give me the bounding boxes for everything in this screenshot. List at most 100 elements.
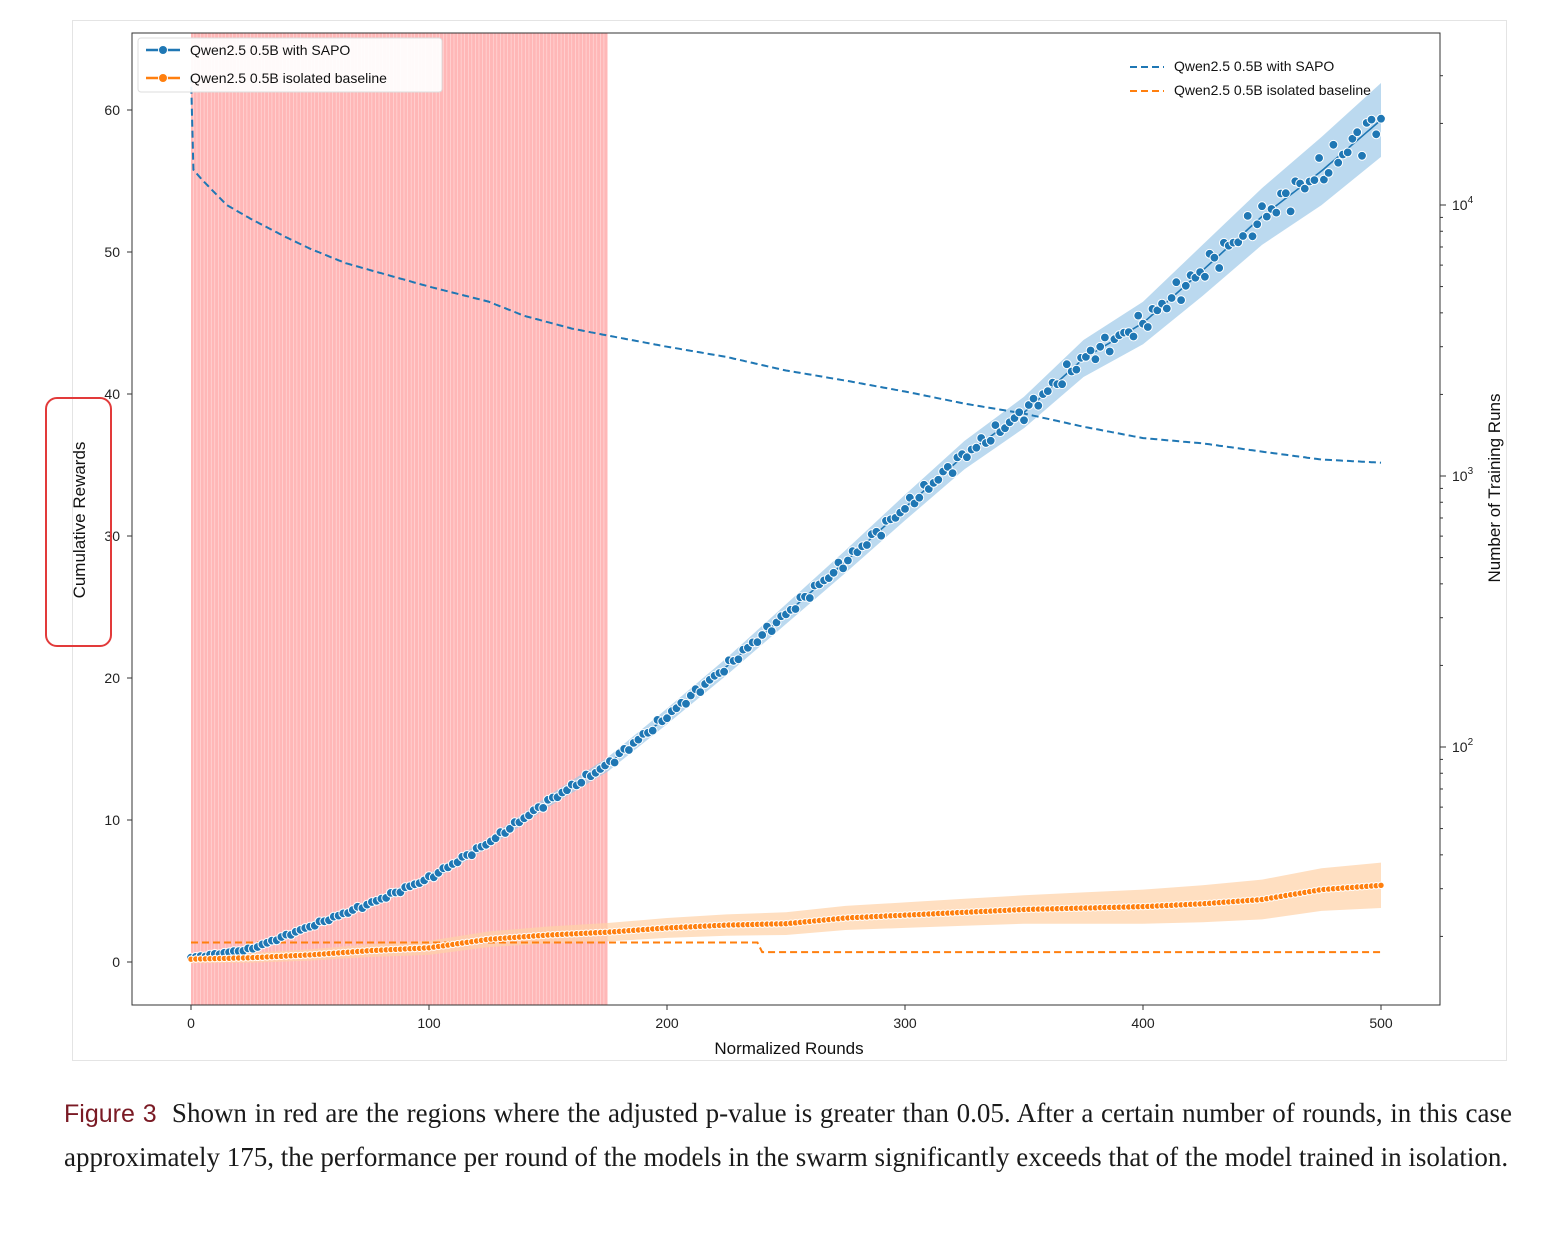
data-point-sapo (1061, 359, 1072, 370)
x-tick-label: 100 (417, 1015, 441, 1031)
data-point-sapo (900, 504, 910, 514)
data-point-sapo (647, 725, 658, 736)
data-point-sapo (1090, 354, 1101, 365)
x-tick-label: 0 (187, 1015, 195, 1031)
data-point-sapo (1209, 252, 1220, 263)
y-right-axis-label: Number of Training Runs (1485, 394, 1504, 583)
data-point-sapo (1347, 133, 1358, 144)
x-tick-label: 300 (893, 1015, 917, 1031)
series-line-baseline-training-runs (191, 941, 1381, 954)
data-point-sapo (505, 823, 515, 834)
data-point-sapo (1247, 231, 1258, 242)
data-point-sapo (1280, 188, 1291, 199)
data-point-sapo (662, 713, 672, 724)
data-point-sapo (733, 654, 744, 665)
data-point-sapo (1261, 211, 1272, 222)
data-point-sapo (828, 567, 839, 578)
data-point-sapo (1100, 332, 1110, 343)
figure-frame (72, 20, 1507, 1061)
data-point-sapo (1095, 341, 1106, 352)
data-point-sapo (1371, 129, 1382, 140)
tick-labels: 0 100 200 300 400 500 0 10 20 30 40 50 60 102 103 104 (104, 102, 1473, 1031)
caption-label: Figure 3 (64, 1100, 157, 1128)
x-tick-label: 200 (655, 1015, 679, 1031)
data-point-sapo (1314, 153, 1324, 163)
y-left-tick-label: 10 (104, 812, 120, 828)
data-point-sapo (1352, 127, 1363, 138)
data-point-baseline (1377, 881, 1385, 889)
data-point-sapo (466, 850, 477, 861)
data-point-sapo (1328, 139, 1339, 150)
data-point-sapo (695, 687, 706, 697)
data-point-sapo (624, 745, 634, 755)
y-left-tick-label: 20 (104, 670, 120, 686)
data-point-sapo (1019, 415, 1029, 426)
data-point-sapo (1285, 206, 1296, 217)
data-point-sapo (1333, 157, 1344, 168)
legend-left-label-sapo: Qwen2.5 0.5B with SAPO (190, 42, 350, 58)
plot-frame (131, 32, 1441, 1006)
data-point-sapo (1376, 113, 1386, 124)
data-point-sapo (1323, 168, 1334, 178)
data-point-sapo (1319, 174, 1329, 185)
legend-right-label-baseline: Qwen2.5 0.5B isolated baseline (1174, 82, 1371, 98)
data-point-sapo (1085, 345, 1096, 356)
data-point-sapo (719, 666, 729, 677)
data-point-sapo (971, 442, 982, 453)
data-point-sapo (1180, 280, 1191, 291)
data-point-sapo (538, 803, 549, 813)
data-point-sapo (1176, 295, 1186, 306)
data-point-sapo (1366, 114, 1377, 125)
legend-left-swatch-marker-baseline (158, 73, 168, 83)
data-point-sapo (804, 593, 815, 603)
data-point-sapo (933, 474, 944, 485)
axis-label-highlight-box (45, 397, 112, 647)
data-point-sapo (1166, 293, 1177, 303)
y-right-tick-label: 104 (1452, 195, 1474, 213)
x-tick-label: 500 (1369, 1015, 1393, 1031)
data-point-sapo (1342, 147, 1353, 158)
data-point-sapo (914, 492, 925, 503)
caption-text: Shown in red are the regions where the a… (64, 1098, 1513, 1172)
data-point-sapo (609, 757, 620, 768)
data-point-sapo (1133, 310, 1144, 321)
data-point-sapo (576, 777, 587, 788)
legend-left: Qwen2.5 0.5B with SAPO Qwen2.5 0.5B isol… (137, 37, 443, 93)
data-point-sapo (1299, 183, 1310, 194)
y-left-tick-label: 50 (104, 244, 120, 260)
y-right-tick-label: 102 (1452, 737, 1474, 755)
legend-left-swatch-marker-sapo (158, 45, 168, 55)
data-point-sapo (1309, 175, 1320, 186)
y-left-tick-label: 0 (112, 954, 120, 970)
data-point-sapo (1238, 231, 1248, 241)
data-point-sapo (1042, 386, 1053, 397)
data-point-sapo (1200, 271, 1210, 282)
data-point-sapo (962, 452, 972, 463)
figure-caption: Figure 3 Shown in red are the regions wh… (64, 1092, 1512, 1179)
data-point-sapo (1271, 207, 1282, 218)
y-left-tick-label: 30 (104, 528, 120, 544)
data-point-sapo (1057, 379, 1067, 390)
data-point-sapo (1028, 393, 1039, 404)
series-line-sapo-training-runs (190, 75, 1382, 464)
y-left-axis-label: Cumulative Rewards (70, 442, 89, 599)
data-point-sapo (1242, 211, 1253, 221)
data-point-sapo (838, 563, 848, 574)
significance-region (191, 33, 608, 1005)
data-point-sapo (990, 420, 1001, 431)
legend-left-label-baseline: Qwen2.5 0.5B isolated baseline (190, 70, 387, 86)
data-point-sapo (1152, 305, 1163, 316)
chart: 0 100 200 300 400 500 0 10 20 30 40 50 60 102 103 104 N… (70, 32, 1504, 1058)
data-point-sapo (876, 530, 887, 541)
data-point-sapo (790, 604, 801, 614)
data-point-sapo (862, 540, 872, 550)
data-point-sapo (1071, 364, 1082, 375)
data-point-sapo (766, 626, 777, 636)
axes (127, 32, 1446, 1010)
data-point-sapo (1257, 201, 1267, 212)
data-point-sapo (947, 468, 958, 479)
data-point-sapo (1161, 303, 1172, 314)
data-point-sapo (1104, 346, 1115, 357)
data-point-sapo (752, 637, 763, 647)
data-point-sapo (1357, 150, 1367, 161)
